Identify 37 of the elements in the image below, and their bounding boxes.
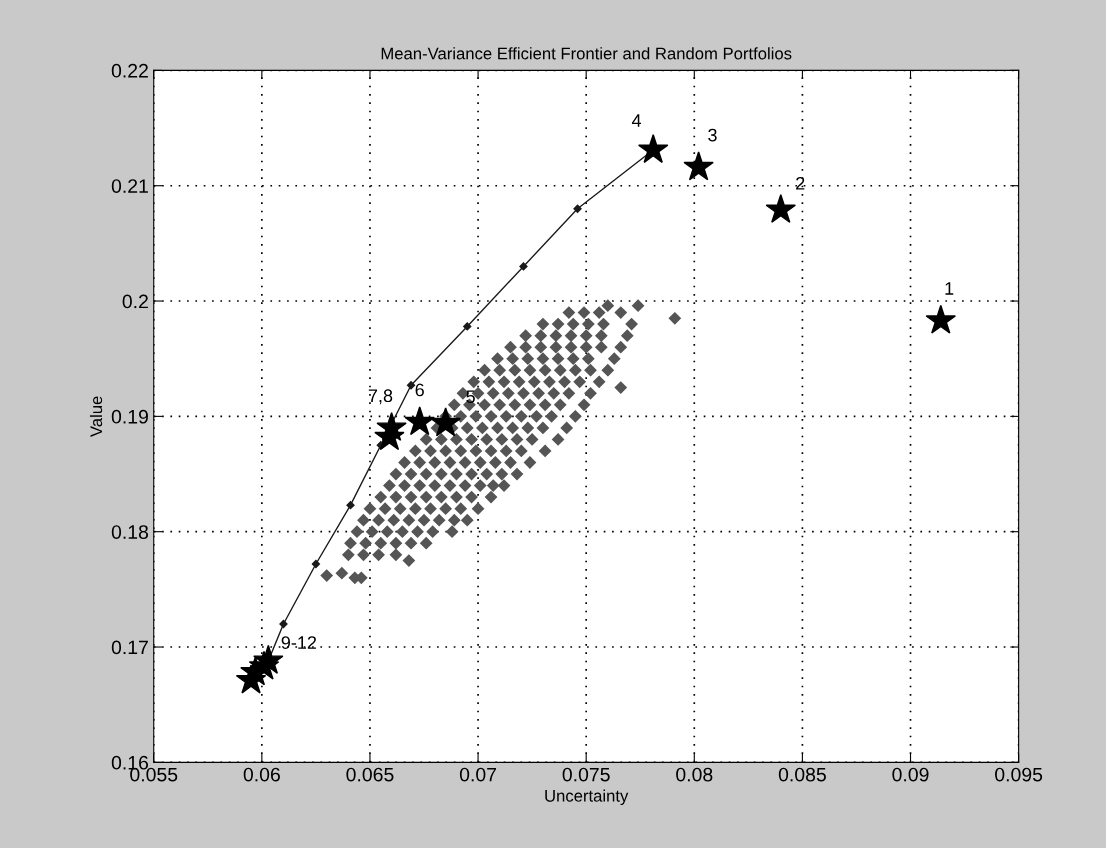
annotation: 1 — [945, 282, 954, 295]
x-tick-label: 0.085 — [778, 767, 826, 782]
x-tick-label: 0.06 — [243, 767, 280, 782]
point — [279, 619, 288, 629]
x-tick-label: 0.095 — [995, 767, 1043, 782]
point — [430, 407, 461, 437]
point — [406, 381, 416, 390]
y-axis-title: Value — [89, 396, 103, 437]
annotation: 2 — [796, 176, 805, 190]
annotation: 7,8 — [368, 389, 393, 405]
y-tick-label: 0.22 — [111, 63, 148, 78]
point — [463, 322, 472, 331]
point — [404, 406, 435, 436]
y-tick-label: 0.2 — [122, 294, 148, 309]
point — [346, 501, 355, 510]
y-tick-label: 0.17 — [111, 640, 148, 655]
annotation: 9-12 — [281, 636, 317, 649]
annotation: 6 — [415, 383, 424, 397]
point — [573, 204, 582, 213]
point — [637, 133, 669, 164]
point — [519, 262, 528, 271]
x-tick-label: 0.07 — [459, 767, 497, 782]
point — [683, 151, 714, 181]
x-tick-label: 0.075 — [562, 767, 610, 782]
annotation: 3 — [708, 128, 717, 142]
chart-title: Mean-Variance Efficient Frontier and Random Portfolios — [381, 47, 792, 60]
point — [765, 193, 797, 223]
x-tick-label: 0.065 — [346, 767, 394, 782]
x-tick-label: 0.09 — [892, 767, 929, 782]
point — [925, 304, 957, 334]
annotation: 4 — [631, 114, 642, 127]
point — [311, 559, 321, 569]
y-tick-label: 0.18 — [111, 525, 149, 539]
y-tick-label: 0.19 — [111, 409, 148, 424]
x-tick-label: 0.08 — [676, 767, 713, 782]
x-axis-title: Uncertainty — [545, 789, 629, 806]
y-tick-label: 0.21 — [111, 179, 148, 193]
